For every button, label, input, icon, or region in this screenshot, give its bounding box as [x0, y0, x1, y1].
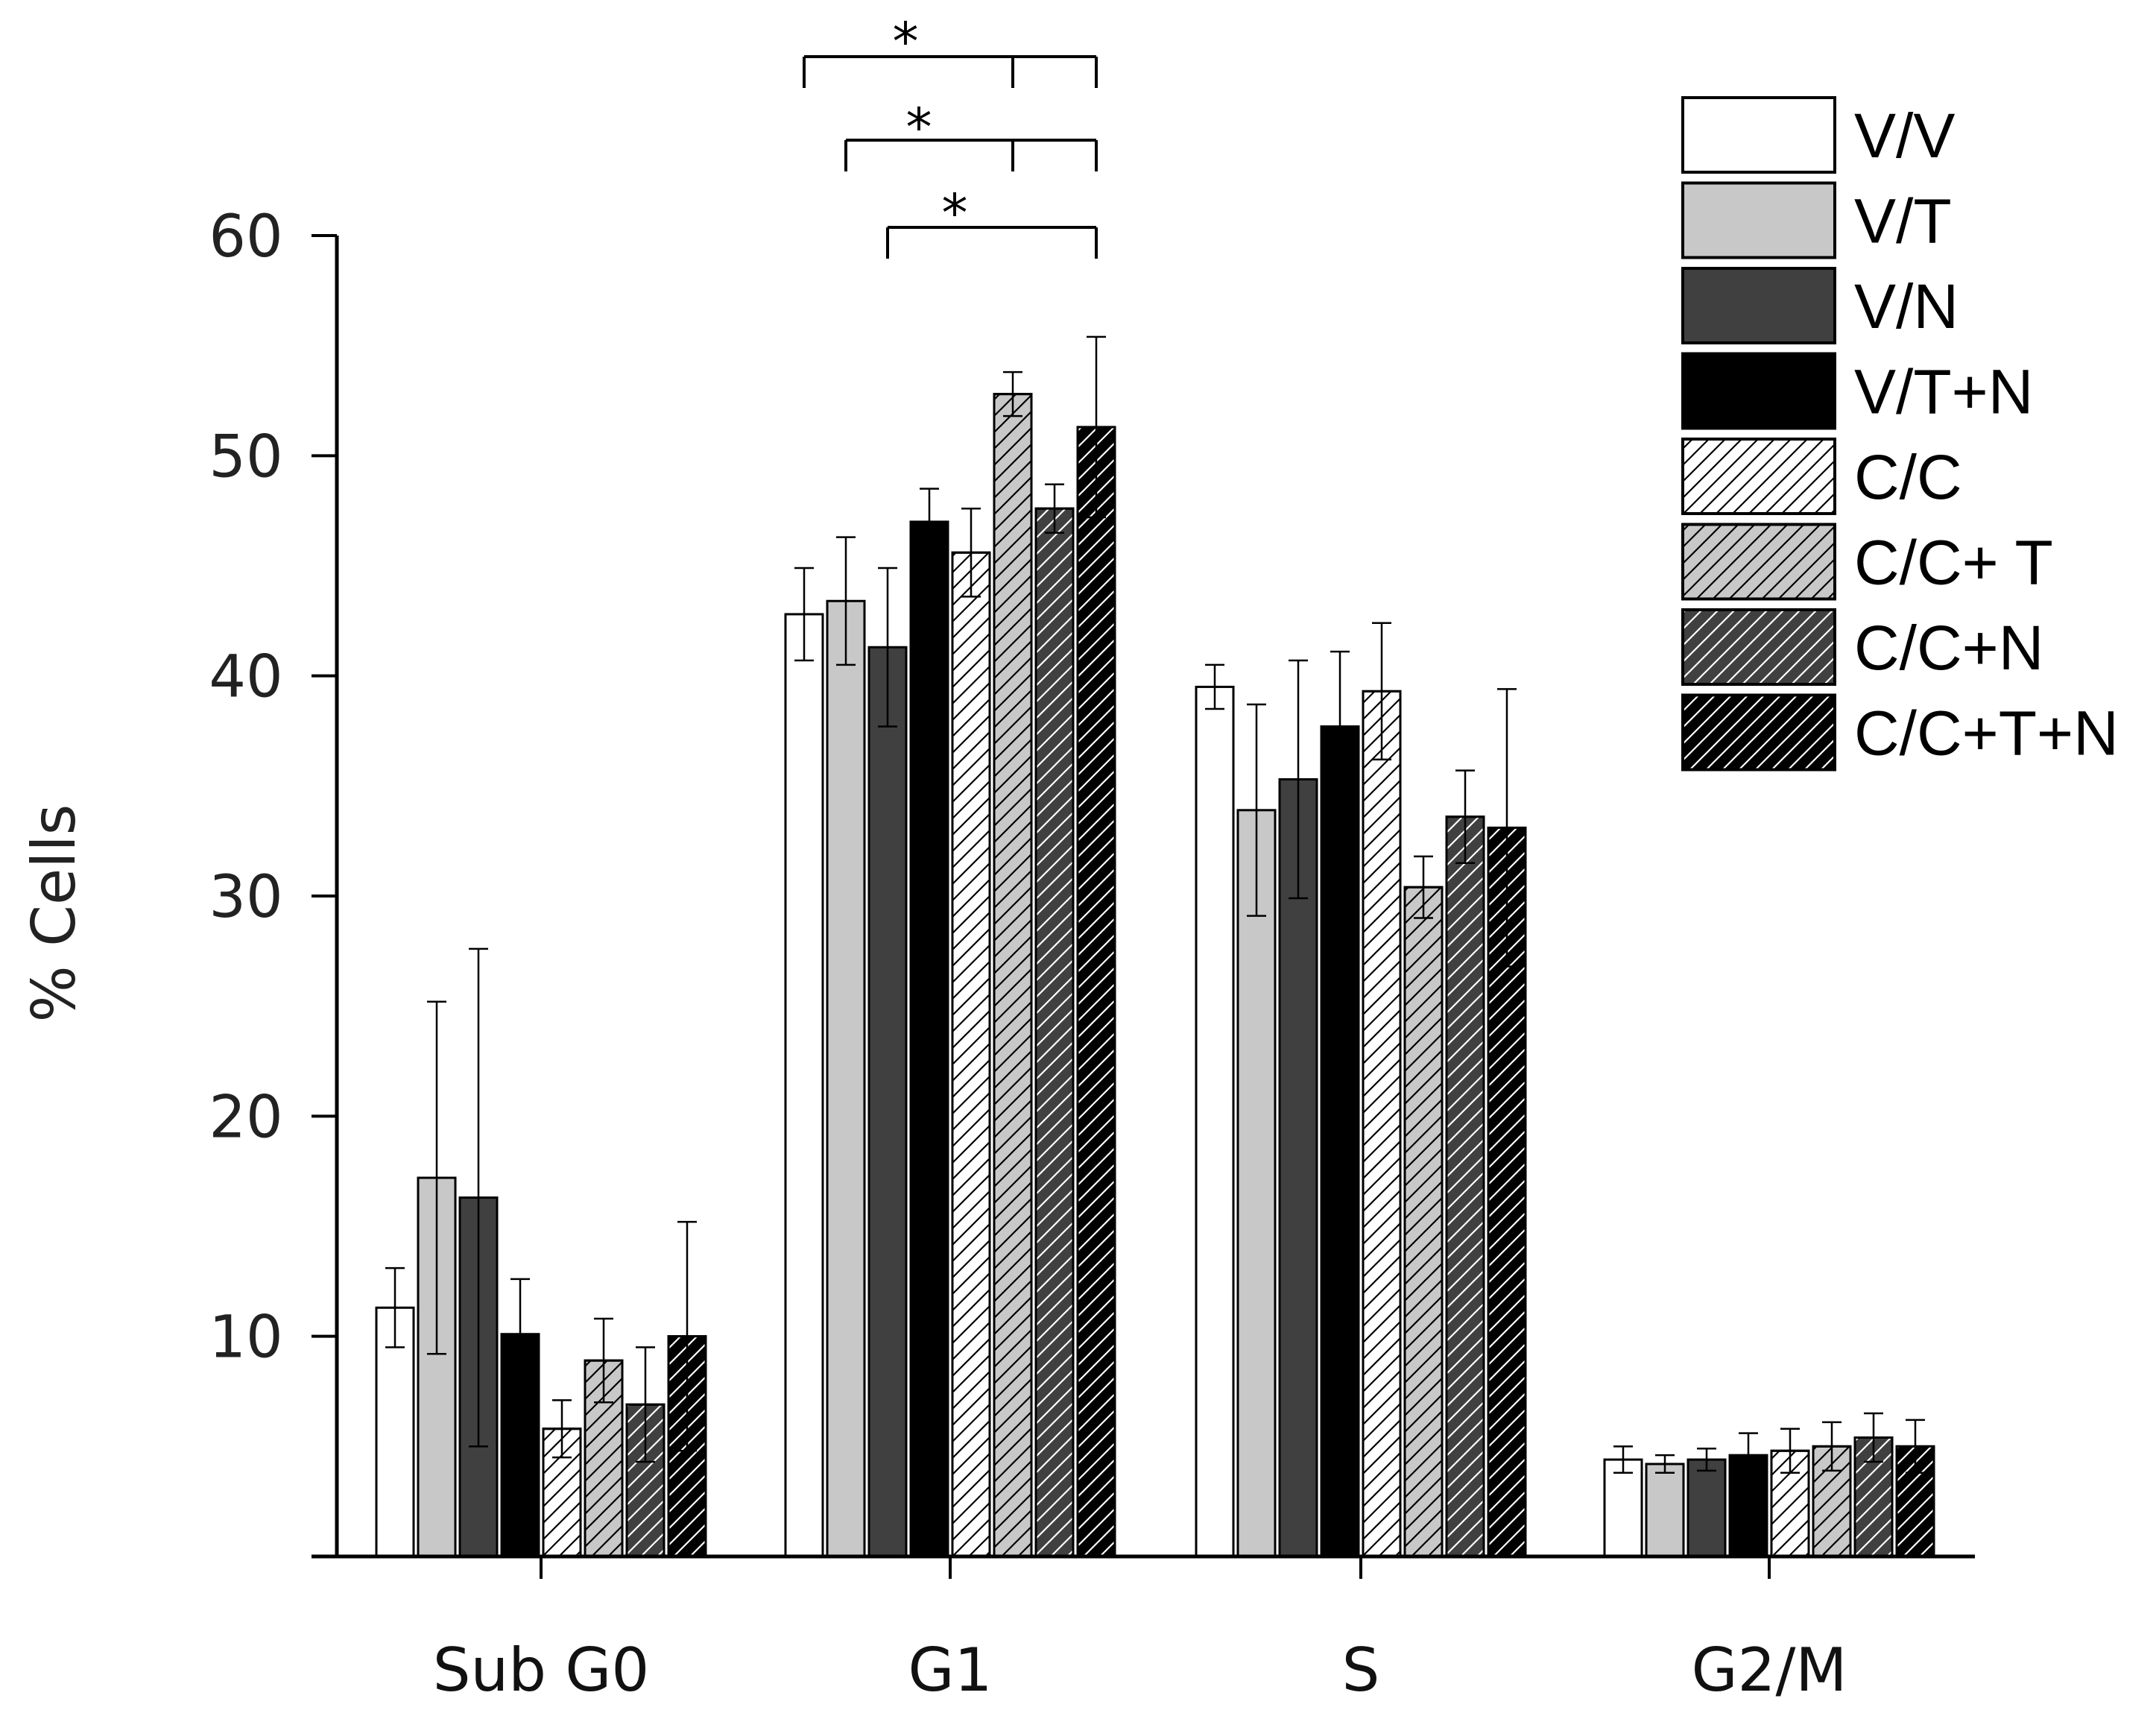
legend-label: V/N — [1854, 271, 1959, 341]
x-category-label: Sub G0 — [433, 1635, 650, 1705]
legend-label: V/T+N — [1854, 357, 2033, 427]
bar-fill — [1320, 725, 1360, 1558]
y-tick-label: 60 — [209, 204, 282, 271]
bar-sub-g0-c-c-t — [584, 1317, 624, 1558]
bar-g2-m-v-t-n — [1728, 1432, 1768, 1558]
legend-swatch — [1681, 267, 1836, 344]
y-axis-title: % Cells — [19, 804, 89, 1023]
legend-label: C/C+N — [1854, 613, 2043, 683]
bar-g2-m-v-v — [1603, 1445, 1643, 1558]
significance-star: * — [893, 11, 919, 72]
bar-s-v-t — [1236, 703, 1277, 1558]
legend-label: V/T — [1854, 186, 1952, 256]
bar-sub-g0-v-t — [417, 1000, 457, 1558]
legend-label: V/V — [1854, 101, 1955, 171]
bar-g1-c-c-t-n — [1076, 335, 1116, 1558]
bar-g2-m-v-t — [1645, 1454, 1685, 1558]
bar-fill — [1236, 809, 1277, 1558]
bar-sub-g0-v-v — [375, 1266, 415, 1558]
y-tick-label: 20 — [209, 1084, 282, 1151]
bar-g2-m-c-c-t-n — [1895, 1419, 1935, 1558]
bar-fill — [784, 613, 824, 1558]
y-tick-label: 40 — [209, 644, 282, 711]
legend-item-v-t-n: V/T+N — [1681, 352, 2033, 430]
bar-hatch — [1076, 426, 1116, 1558]
bar-s-v-t-n — [1320, 650, 1360, 1558]
bar-fill — [826, 599, 866, 1558]
legend-swatch — [1681, 181, 1836, 259]
bar-hatch — [1487, 826, 1527, 1558]
x-category-label: G1 — [908, 1635, 993, 1705]
bar-hatch — [951, 551, 991, 1558]
bar-g2-m-c-c-t — [1812, 1421, 1852, 1558]
bar-s-c-c — [1362, 622, 1402, 1558]
bar-fill — [375, 1306, 415, 1558]
y-tick-label: 10 — [209, 1305, 282, 1372]
bar-s-v-n — [1278, 659, 1318, 1558]
significance-star: * — [942, 183, 968, 244]
bar-g2-m-c-c — [1770, 1428, 1810, 1558]
legend-swatch — [1681, 96, 1836, 174]
x-category-label: G2/M — [1692, 1635, 1847, 1705]
bar-sub-g0-v-t-n — [500, 1278, 540, 1558]
y-tick-label: 30 — [209, 864, 282, 931]
significance-bracket: * — [886, 183, 1098, 259]
bar-sub-g0-v-n — [458, 947, 499, 1558]
bar-g1-v-t — [826, 536, 866, 1558]
significance-bracket: * — [803, 11, 1098, 88]
legend-label: C/C — [1854, 442, 1962, 512]
bar-fill — [1645, 1463, 1685, 1558]
bars-layer — [375, 335, 1935, 1558]
legend-swatch-hatch — [1681, 608, 1836, 686]
bar-hatch — [993, 393, 1033, 1558]
bar-hatch — [1034, 507, 1075, 1558]
bar-fill — [1686, 1458, 1727, 1558]
bar-fill — [1603, 1458, 1643, 1558]
bar-g1-v-v — [784, 567, 824, 1558]
axes-layer: 10 20 30 40 50 60 Sub G0 G1 S G2/M — [209, 204, 1975, 1705]
significance-bracket: * — [844, 97, 1098, 171]
bar-s-c-c-t-n — [1487, 688, 1527, 1558]
bar-sub-g0-c-c-n — [625, 1346, 666, 1558]
legend-swatch-hatch — [1681, 523, 1836, 601]
legend: V/V V/T V/N V/T+N C/C C/C+ T C/C+N C/C+T+N — [1681, 96, 2119, 772]
bar-fill — [1195, 685, 1235, 1558]
legend-label: C/C+T+N — [1854, 698, 2119, 769]
bar-s-c-c-t — [1403, 855, 1444, 1558]
legend-swatch — [1681, 352, 1836, 430]
bar-g2-m-c-c-n — [1853, 1412, 1894, 1558]
legend-swatch-hatch — [1681, 693, 1836, 772]
legend-item-c-c-t: C/C+ T — [1681, 523, 2053, 601]
legend-item-c-c: C/C — [1681, 438, 1962, 515]
bar-s-c-c-n — [1445, 769, 1485, 1558]
bar-hatch — [1362, 690, 1402, 1558]
bar-g1-c-c — [951, 507, 991, 1558]
bar-hatch — [1403, 886, 1444, 1558]
legend-item-c-c-n: C/C+N — [1681, 608, 2043, 686]
bar-fill — [867, 646, 908, 1558]
legend-item-v-v: V/V — [1681, 96, 1955, 174]
bar-g1-v-n — [867, 567, 908, 1558]
significance-star: * — [906, 97, 932, 158]
significance-annotations: *** — [803, 11, 1098, 259]
bar-sub-g0-c-c — [542, 1399, 582, 1558]
legend-item-c-c-t-n: C/C+T+N — [1681, 693, 2119, 772]
bar-fill — [909, 520, 949, 1558]
legend-item-v-n: V/N — [1681, 267, 1959, 344]
bar-g1-c-c-n — [1034, 483, 1075, 1558]
bar-s-v-v — [1195, 663, 1235, 1558]
y-tick-label: 50 — [209, 423, 282, 490]
x-category-label: S — [1342, 1635, 1380, 1705]
bar-fill — [1278, 777, 1318, 1558]
bar-hatch — [1445, 816, 1485, 1558]
legend-swatch-hatch — [1681, 438, 1836, 515]
legend-item-v-t: V/T — [1681, 181, 1952, 259]
legend-label: C/C+ T — [1854, 528, 2053, 598]
bar-g2-m-v-n — [1686, 1448, 1727, 1558]
bar-g1-v-t-n — [909, 488, 949, 1558]
bar-sub-g0-c-c-t-n — [667, 1220, 707, 1558]
bar-g1-c-c-t — [993, 370, 1033, 1558]
